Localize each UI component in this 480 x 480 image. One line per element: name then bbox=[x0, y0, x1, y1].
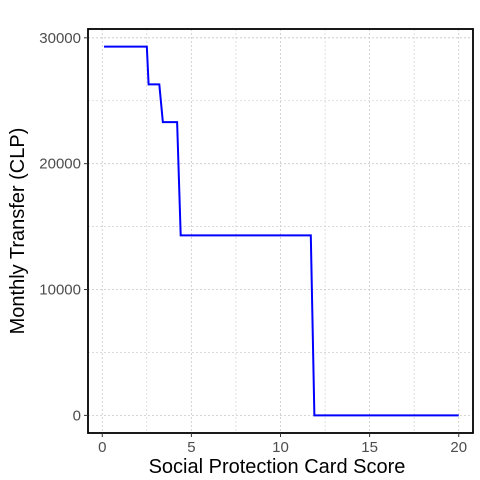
x-tick-label: 0 bbox=[98, 439, 106, 456]
tick-layer: 0 5 10 15 20 0 10000 20000 30000 bbox=[39, 30, 467, 456]
x-tick-label: 15 bbox=[361, 439, 378, 456]
y-tick-label: 30000 bbox=[39, 30, 81, 47]
y-tick-label: 10000 bbox=[39, 282, 81, 299]
x-tick-label: 5 bbox=[187, 439, 195, 456]
x-tick-label: 10 bbox=[272, 439, 289, 456]
series-line bbox=[104, 45, 459, 417]
grid-layer bbox=[88, 29, 473, 433]
x-tick-label: 20 bbox=[450, 439, 467, 456]
y-axis-title: Monthly Transfer (CLP) bbox=[7, 128, 29, 335]
series-layer bbox=[104, 45, 459, 417]
y-tick-label: 0 bbox=[73, 407, 81, 424]
y-tick-label: 20000 bbox=[39, 156, 81, 173]
x-axis-title: Social Protection Card Score bbox=[149, 456, 406, 478]
